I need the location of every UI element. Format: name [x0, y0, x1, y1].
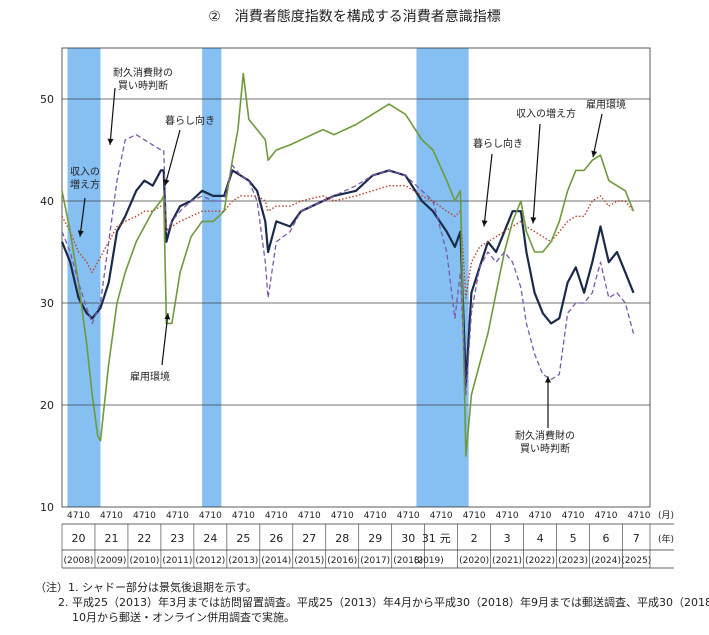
year-era-label-13: 2: [471, 532, 478, 545]
month-ticks-2020: 4710: [463, 511, 486, 521]
month-ticks-2023: 4710: [562, 511, 585, 521]
note-3: 10月から郵送・オンライン併用調査で実施。: [72, 611, 295, 624]
annotation-arrow-6: [532, 123, 541, 224]
year-ad-label-7: (2015): [294, 556, 324, 566]
year-era-label-0: 20: [71, 532, 85, 545]
annotation-label-8: 耐久消費財の買い時判断: [515, 429, 575, 455]
year-ad-label-9: (2017): [360, 556, 390, 566]
year-ad-label-5: (2013): [228, 556, 258, 566]
year-era-label-16: 5: [570, 532, 577, 545]
year-era-label-10: 30: [401, 532, 415, 545]
annotation-arrowhead-5: [481, 220, 488, 227]
month-ticks-2017: 4710: [364, 511, 387, 521]
month-ticks-2024: 4710: [595, 511, 618, 521]
year-era-label-1: 21: [104, 532, 118, 545]
month-ticks-2025: 4710: [628, 511, 651, 521]
year-ad-label-17: (2024): [591, 556, 621, 566]
annotation-label-2: 暮らし向き: [165, 114, 215, 127]
y-tick-label-10: 10: [40, 501, 54, 514]
year-ad-label-8: (2016): [327, 556, 357, 566]
year-ad-label-18: (2025): [621, 556, 651, 566]
year-ad-label-6: (2014): [261, 556, 291, 566]
y-tick-label-40: 40: [40, 195, 54, 208]
annotation-arrow-1: [109, 87, 116, 145]
annotation-arrowhead-7: [591, 150, 598, 158]
annotation-label-5: 暮らし向き: [473, 137, 523, 150]
series-line-2: [61, 185, 635, 299]
month-ticks-2010: 4710: [133, 511, 156, 521]
year-ad-label-0: (2008): [64, 556, 94, 566]
year-ad-label-2: (2010): [129, 556, 159, 566]
annotation-arrowhead-1: [107, 138, 114, 145]
note-2: 2. 平成25（2013）年3月までは訪問留置調査。平成25（2013）年4月か…: [58, 596, 709, 609]
annotation-label-1: 耐久消費財の買い時判断: [113, 66, 173, 92]
month-ticks-2018: 4710: [397, 511, 420, 521]
annotation-arrow-3: [79, 197, 86, 237]
series-line-4: [61, 134, 635, 396]
year-era-label-15: 4: [537, 532, 544, 545]
annotation-arrow-4: [161, 313, 169, 366]
annotation-arrow-2: [164, 129, 181, 186]
year-era-label-6: 26: [269, 532, 283, 545]
y-tick-label-50: 50: [40, 93, 54, 106]
month-ticks-2014: 4710: [265, 511, 288, 521]
annotation-label-3: 収入の増え方: [70, 166, 100, 191]
year-era-label-9: 29: [368, 532, 382, 545]
series-line-3: [61, 72, 635, 457]
chart-title: ② 消費者態度指数を構成する消費者意識指標: [208, 9, 501, 25]
recession-band-1: [67, 48, 101, 507]
year-ad-label-13: (2020): [459, 556, 489, 566]
month-ticks-2011: 4710: [166, 511, 189, 521]
month-ticks-2019: 4710: [430, 511, 453, 521]
year-era-label-5: 25: [236, 532, 250, 545]
year-ad-label-11: (2019): [414, 556, 444, 566]
year-ad-label-14: (2021): [492, 556, 522, 566]
plot-frame: [61, 47, 651, 508]
annotation-arrow-5: [483, 153, 493, 227]
year-era-label-2: 22: [137, 532, 151, 545]
year-era-label-7: 27: [302, 532, 316, 545]
year-era-label-14: 3: [504, 532, 511, 545]
x-unit-year: (年): [658, 533, 674, 545]
month-ticks-2009: 4710: [100, 511, 123, 521]
month-ticks-2012: 4710: [199, 511, 222, 521]
year-era-label-11: 31: [422, 532, 436, 545]
series-line-1: [60, 169, 635, 386]
annotation-arrow-7: [592, 113, 603, 158]
year-ad-label-15: (2022): [525, 556, 555, 566]
annotation-arrowhead-3: [77, 230, 84, 237]
year-ad-label-1: (2009): [96, 556, 126, 566]
year-ad-label-10: (2018): [393, 556, 423, 566]
year-era-label-4: 24: [203, 532, 217, 545]
year-era-label-8: 28: [335, 532, 349, 545]
month-ticks-2013: 4710: [232, 511, 255, 521]
annotation-label-4: 雇用環境: [130, 370, 170, 383]
annotation-arrowhead-6: [530, 217, 537, 224]
annotation-label-7: 雇用環境: [586, 98, 626, 111]
month-ticks-2008: 4710: [67, 511, 90, 521]
month-ticks-2015: 4710: [298, 511, 321, 521]
annotation-arrowhead-8: [545, 376, 551, 383]
annotation-arrowhead-2: [163, 179, 170, 186]
year-ad-label-16: (2023): [558, 556, 588, 566]
year-era-label-12: 元: [440, 532, 451, 545]
month-ticks-2021: 4710: [496, 511, 519, 521]
year-era-label-18: 7: [633, 532, 640, 545]
month-ticks-2022: 4710: [529, 511, 552, 521]
recession-band-2: [202, 48, 222, 507]
annotation-label-6: 収入の増え方: [516, 107, 576, 120]
year-era-label-3: 23: [170, 532, 184, 545]
month-ticks-2016: 4710: [331, 511, 354, 521]
annotation-arrowhead-4: [164, 313, 171, 320]
year-ad-label-3: (2011): [162, 556, 192, 566]
y-tick-label-30: 30: [40, 297, 54, 310]
year-ad-label-4: (2012): [195, 556, 225, 566]
year-era-label-17: 6: [603, 532, 610, 545]
x-unit-month: (月): [658, 510, 674, 521]
note-1: （注）1. シャドー部分は景気後退期を示す。: [35, 581, 257, 594]
y-tick-label-20: 20: [40, 399, 54, 412]
